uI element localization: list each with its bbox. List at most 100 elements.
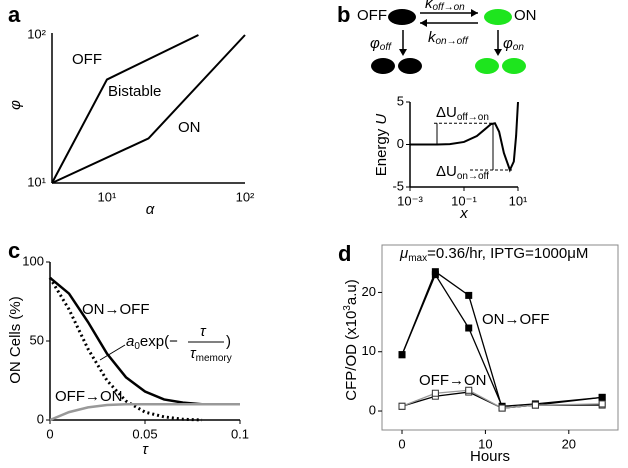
text: ΔU [436, 163, 457, 180]
arrowhead [420, 19, 427, 27]
region-label: OFF [72, 51, 102, 68]
rich-label: a0exp(− [126, 333, 178, 352]
series-line [401, 273, 603, 407]
y-tick-label: 0 [37, 411, 44, 426]
x-axis-label: x [459, 205, 468, 222]
formula-num: τ [200, 323, 207, 340]
y-axis-label: ON Cells (%) [7, 296, 24, 384]
y-tick-label: 0 [369, 402, 376, 417]
symbol: k [425, 0, 434, 12]
sub: memory [196, 353, 232, 364]
y-tick-label: 100 [22, 253, 44, 268]
sub: max [408, 253, 427, 264]
symbol: k [428, 29, 437, 46]
x-tick-label: 10 [478, 436, 492, 451]
y-tick-label: 10¹ [27, 174, 46, 189]
region-label: Bistable [108, 83, 161, 100]
text: Energy [373, 125, 390, 177]
panel-label: b [337, 2, 350, 27]
y-tick-label: 10 [362, 343, 376, 358]
text: a.u) [343, 279, 360, 305]
state-label: ON [514, 7, 537, 24]
x-tick-label: 0 [46, 426, 53, 441]
x-tick-label: 0 [398, 436, 405, 451]
series-line [48, 277, 203, 422]
it: τ [190, 345, 197, 362]
cell [398, 58, 422, 74]
cell [475, 58, 499, 74]
series-label: ON→OFF [82, 301, 150, 318]
sup: 3 [342, 305, 353, 311]
marker [465, 324, 473, 332]
marker [431, 271, 439, 279]
state-diagram: OFF ON koff→on kon→off φoff φon [357, 0, 537, 74]
text: CFP/OD (x10 [343, 311, 360, 401]
x-tick-label: 0.1 [231, 426, 249, 441]
x-tick-label: 10⁻¹ [451, 193, 477, 208]
rich-label: μmax=0.36/hr, IPTG=1000μM [399, 245, 588, 264]
y-tick-label: 20 [362, 284, 376, 299]
x-tick-label: 10¹ [509, 193, 528, 208]
rich-label: τmemory [190, 345, 232, 364]
marker [431, 389, 439, 397]
rich-label: CFP/OD (x103a.u) [342, 279, 360, 400]
subscript: on→off [436, 36, 469, 47]
cell [484, 9, 512, 25]
y-tick-label: 5 [397, 93, 404, 108]
marker [465, 291, 473, 299]
x-tick-label: 10² [236, 189, 255, 204]
symbol: φ [370, 35, 380, 52]
x-axis-label: τ [142, 441, 149, 458]
rich-label: Energy U [373, 114, 390, 177]
series-line [51, 34, 199, 184]
x-tick-label: 10⁻³ [397, 193, 423, 208]
marker [398, 351, 406, 359]
pointer [99, 344, 126, 361]
marker [498, 404, 506, 412]
rich-label: ΔUon→off [436, 163, 489, 182]
subscript: off→on [433, 2, 466, 13]
symbol: φ [503, 35, 513, 52]
subscript: on [513, 42, 525, 53]
rich-label: ΔUoff→on [436, 104, 489, 123]
x-axis-label: α [146, 201, 155, 218]
sub: 0 [134, 341, 140, 352]
rate-label: kon→off [428, 29, 469, 47]
sub: off→on [457, 112, 489, 123]
marker [598, 400, 606, 408]
arrowhead [399, 49, 407, 56]
panel-label: c [8, 238, 20, 263]
series-line [51, 34, 246, 184]
arrowhead [471, 9, 478, 17]
y-axis-label: φ [7, 100, 24, 110]
marker [398, 402, 406, 410]
rate-label: φoff [370, 35, 392, 53]
marker [465, 386, 473, 394]
y-tick-label: 10² [27, 26, 46, 41]
panel-label: d [338, 241, 351, 266]
series-label: ON→OFF [482, 311, 550, 328]
text: ΔU [436, 104, 457, 121]
it: μ [399, 245, 408, 262]
panel-label: a [8, 2, 21, 27]
text: =0.36/hr, IPTG=1000μM [427, 245, 588, 262]
x-tick-label: 10¹ [98, 189, 117, 204]
cell [502, 58, 526, 74]
series-line [49, 402, 240, 422]
cell [388, 9, 416, 25]
cell [371, 58, 395, 74]
marker [531, 401, 539, 409]
x-axis-label: Hours [470, 448, 510, 465]
rate-label: koff→on [425, 0, 465, 13]
y-tick-label: 0 [397, 136, 404, 151]
sub: on→off [457, 171, 489, 182]
marker [598, 393, 606, 401]
arrowhead [494, 49, 502, 56]
y-tick-label: -5 [392, 178, 404, 193]
x-tick-label: 20 [562, 436, 576, 451]
rate-label: φon [503, 35, 524, 53]
series-line [401, 389, 603, 409]
series-label: OFF→ON [55, 388, 123, 405]
y-tick-label: 50 [30, 332, 44, 347]
